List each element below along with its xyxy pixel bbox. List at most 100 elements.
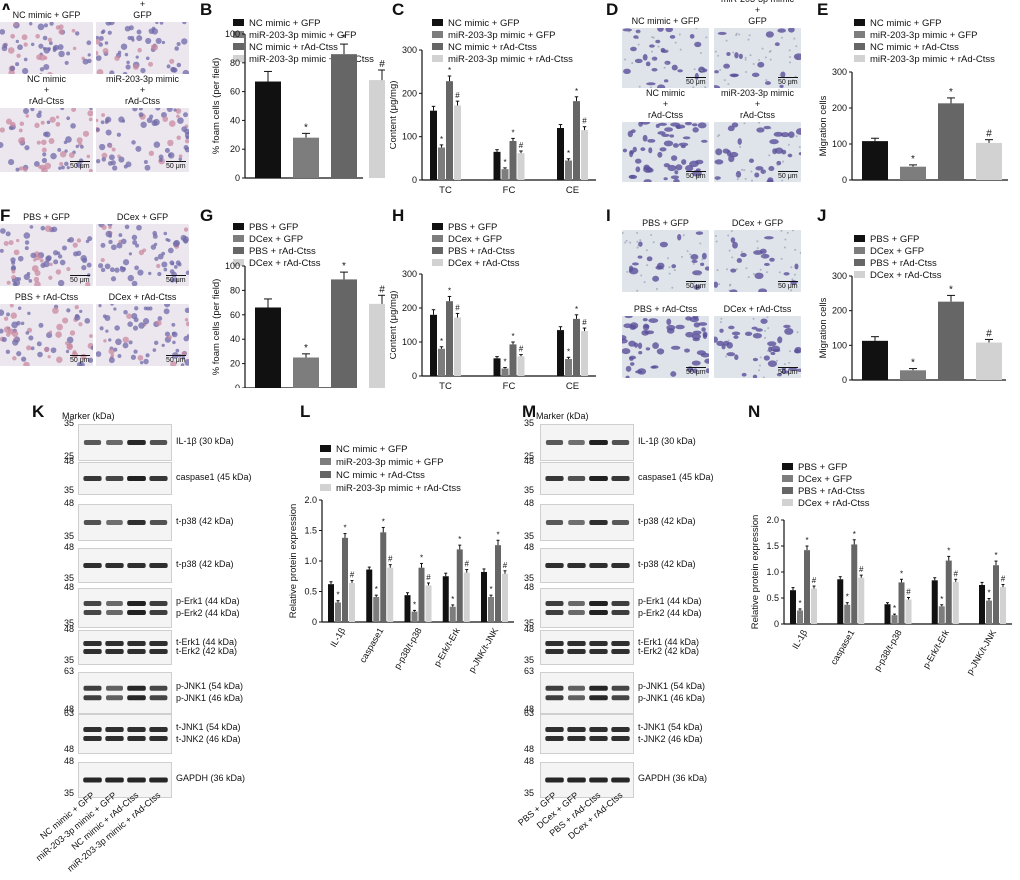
- pore-mark: [725, 268, 728, 271]
- pore-mark: [790, 266, 793, 269]
- bar: [501, 169, 509, 180]
- cell-mark: [684, 122, 693, 126]
- legend-label: NC mimic + rAd-Ctss: [336, 470, 425, 481]
- cell-mark: [25, 331, 30, 335]
- cell-mark: [37, 23, 45, 31]
- significance-mark: #: [426, 573, 431, 582]
- y-tick-label: 300: [832, 271, 847, 281]
- cell-mark: [136, 35, 143, 42]
- cell-mark: [734, 52, 739, 59]
- cell-mark: [695, 231, 704, 235]
- x-category-label: caspase1: [829, 628, 857, 666]
- blot-strip: [78, 462, 172, 495]
- legend-swatch: [854, 55, 865, 62]
- marker-size-label: 35: [63, 788, 74, 798]
- cell-mark: [23, 42, 28, 47]
- cell-mark: [768, 346, 773, 353]
- cell-mark: [17, 255, 24, 262]
- legend-label: DCex + GFP: [249, 234, 303, 245]
- cell-mark: [66, 308, 71, 313]
- cell-mark: [167, 335, 172, 340]
- cell-mark: [135, 243, 140, 248]
- pore-mark: [758, 122, 761, 124]
- cell-mark: [777, 336, 783, 344]
- panel-label-f: F: [0, 206, 11, 225]
- protein-band: [568, 520, 585, 525]
- significance-mark: *: [911, 154, 915, 165]
- bar: [463, 572, 470, 622]
- cell-mark: [175, 260, 181, 266]
- cell-mark: [39, 258, 44, 263]
- bar: [430, 110, 437, 180]
- marker-size-label: 35: [523, 531, 534, 541]
- pore-mark: [745, 267, 748, 270]
- pore-mark: [783, 363, 786, 366]
- cell-mark: [652, 342, 659, 349]
- bar: [979, 585, 985, 624]
- cell-mark: [691, 333, 701, 340]
- cell-mark: [143, 159, 148, 165]
- cell-mark: [145, 353, 150, 358]
- pore-mark: [651, 36, 654, 39]
- bar: [945, 560, 952, 624]
- significance-mark: *: [342, 261, 346, 272]
- cell-mark: [28, 335, 34, 341]
- pore-mark: [789, 55, 792, 58]
- cell-mark: [170, 66, 177, 73]
- pore-mark: [624, 241, 627, 244]
- cell-mark: [155, 22, 159, 25]
- micrograph-image: 50 μm: [0, 304, 93, 366]
- y-tick-label: 0: [774, 619, 779, 629]
- pore-mark: [631, 62, 634, 65]
- protein-band: [105, 563, 124, 568]
- cell-mark: [685, 165, 694, 172]
- cell-mark: [26, 271, 31, 276]
- micrograph-texture: [714, 230, 801, 292]
- y-tick-label: 0: [312, 617, 317, 627]
- cell-mark: [8, 159, 15, 166]
- cell-mark: [763, 262, 770, 266]
- cell-mark: [30, 108, 35, 112]
- cell-mark: [21, 356, 27, 362]
- cell-mark: [56, 356, 63, 363]
- cell-mark: [145, 56, 150, 61]
- protein-band: [127, 610, 146, 616]
- pore-mark: [749, 54, 752, 57]
- cell-mark: [646, 82, 656, 86]
- protein-band: [611, 520, 630, 525]
- protein-band: [149, 777, 168, 783]
- protein-band: [106, 440, 123, 445]
- cell-mark: [680, 145, 686, 149]
- cell-mark: [164, 331, 171, 337]
- cell-mark: [138, 112, 144, 118]
- marker-size-label: 25: [63, 451, 74, 461]
- legend-label: miR-203-3p mimic + GFP: [448, 30, 555, 41]
- cell-mark: [645, 347, 651, 351]
- pore-mark: [629, 241, 632, 244]
- pore-mark: [638, 85, 641, 88]
- cell-mark: [677, 233, 682, 241]
- cell-mark: [128, 252, 133, 256]
- bar: [884, 604, 891, 624]
- pore-mark: [791, 230, 794, 232]
- protein-band: [567, 476, 586, 481]
- micrograph-texture: [96, 304, 189, 366]
- protein-band: [611, 736, 630, 742]
- cell-mark: [784, 327, 794, 335]
- pore-mark: [693, 68, 696, 71]
- micrograph-caption: NC mimic + rAd-Ctss: [618, 88, 713, 121]
- pore-mark: [799, 251, 801, 254]
- significance-mark: #: [954, 569, 959, 578]
- cell-mark: [672, 143, 679, 148]
- significance-mark: *: [342, 33, 346, 44]
- protein-band: [149, 641, 168, 647]
- cell-mark: [11, 269, 16, 274]
- cell-mark: [100, 257, 105, 263]
- cell-mark: [634, 158, 642, 164]
- cell-mark: [52, 48, 57, 52]
- cell-mark: [96, 118, 99, 123]
- cell-mark: [21, 34, 28, 41]
- pore-mark: [652, 241, 655, 244]
- cell-mark: [13, 249, 20, 256]
